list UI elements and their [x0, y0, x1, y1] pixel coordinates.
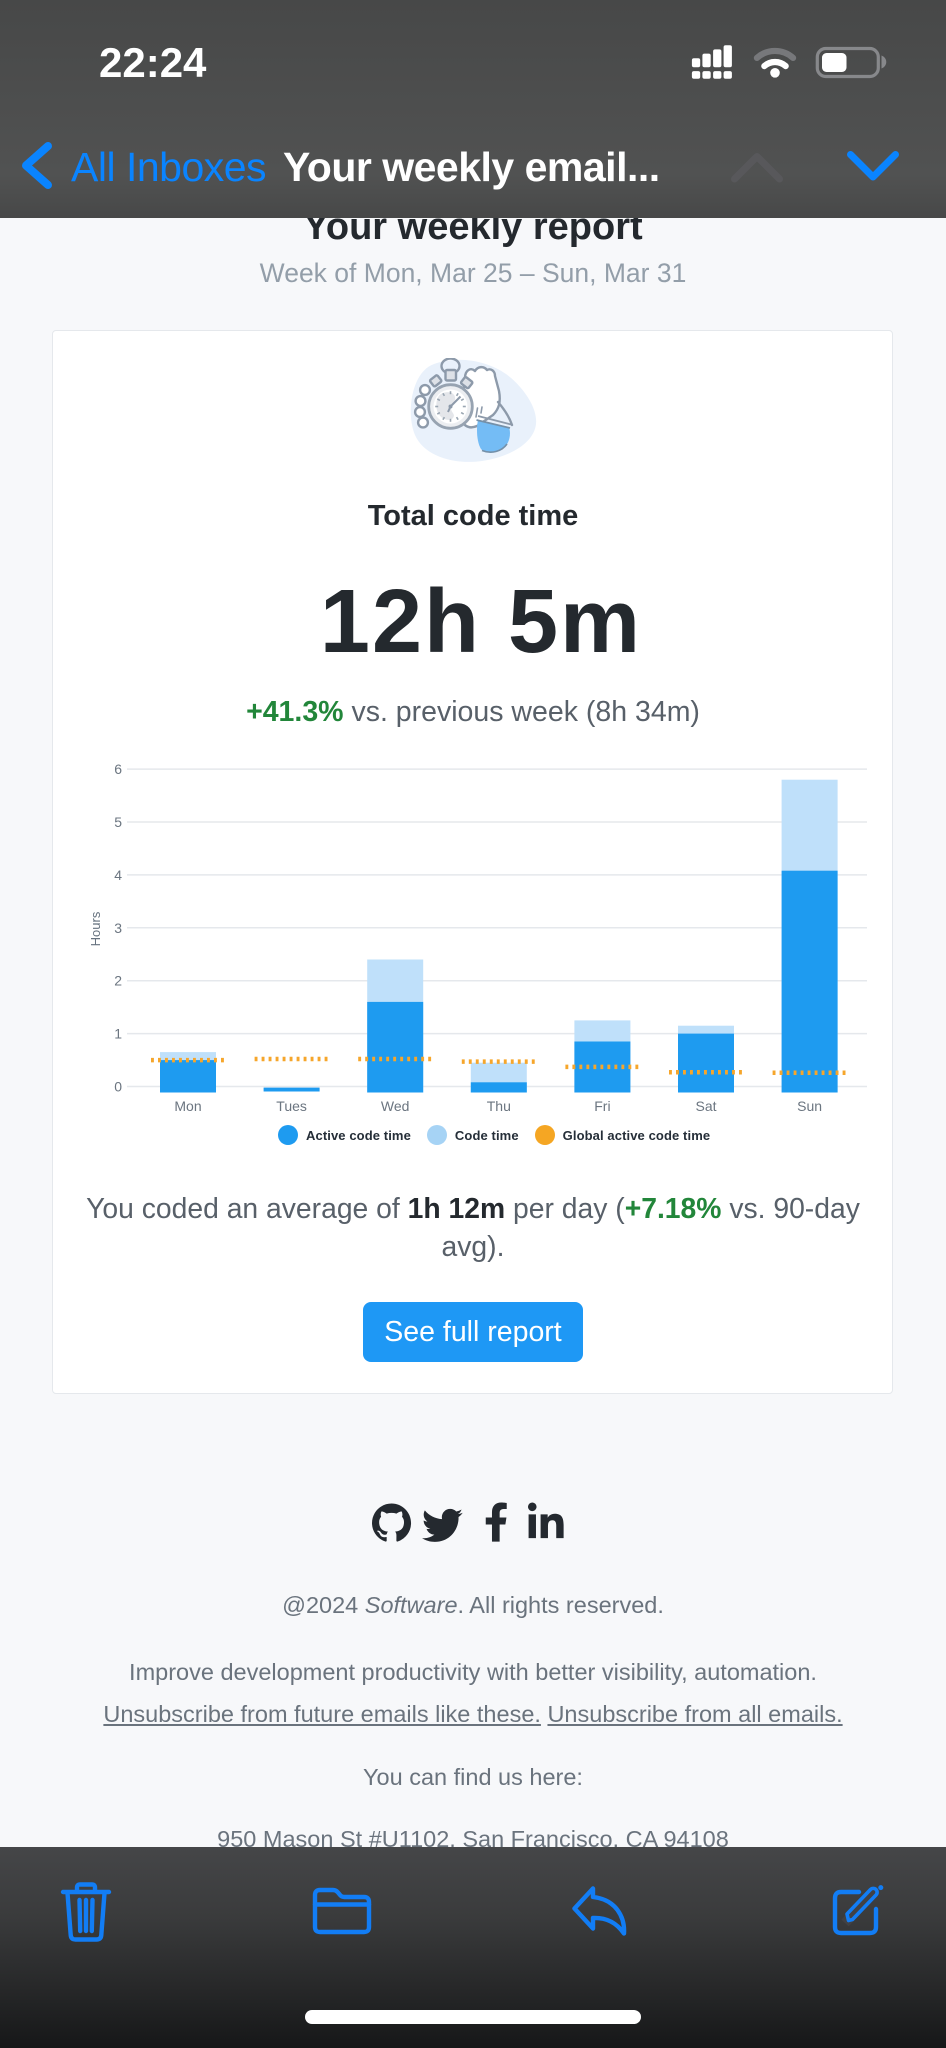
svg-text:5: 5	[114, 814, 122, 830]
svg-text:3: 3	[114, 920, 122, 936]
svg-text:Mon: Mon	[174, 1098, 201, 1114]
svg-text:Hours: Hours	[88, 911, 103, 946]
svg-text:Tues: Tues	[276, 1098, 307, 1114]
svg-text:1: 1	[114, 1026, 122, 1042]
svg-text:Sat: Sat	[695, 1098, 716, 1114]
svg-text:Sun: Sun	[797, 1098, 822, 1114]
svg-text:0: 0	[114, 1079, 122, 1095]
svg-text:4: 4	[114, 867, 122, 883]
svg-text:6: 6	[114, 761, 122, 777]
svg-text:Fri: Fri	[594, 1098, 610, 1114]
svg-text:2: 2	[114, 973, 122, 989]
svg-text:Thu: Thu	[487, 1098, 511, 1114]
svg-text:Wed: Wed	[381, 1098, 410, 1114]
